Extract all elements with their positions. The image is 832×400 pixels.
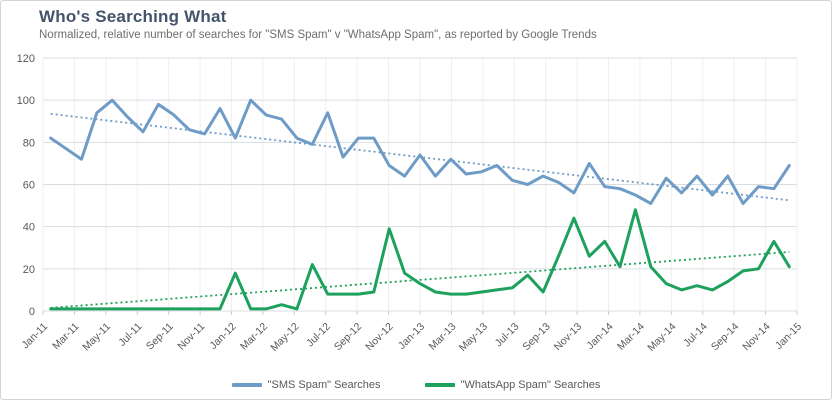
y-axis-label: 40 <box>23 222 35 234</box>
x-axis-label: Mar-11 <box>50 321 82 353</box>
x-axis-label: Jul-11 <box>116 321 144 349</box>
whatsapp-legend-label: "WhatsApp Spam" Searches <box>460 379 601 391</box>
x-axis-label: Sep-11 <box>144 321 176 353</box>
y-axis-label: 80 <box>23 137 35 149</box>
sms-legend-label: "SMS Spam" Searches <box>267 379 381 391</box>
x-axis-label: Nov-11 <box>175 321 207 353</box>
x-axis-label: Jan-11 <box>19 321 50 352</box>
y-axis-label: 20 <box>23 264 35 276</box>
x-axis-label: Sep-12 <box>332 321 365 354</box>
sms-line-swatch <box>231 383 262 387</box>
x-axis-label: May-14 <box>645 321 678 354</box>
legend-item-whatsapp: "WhatsApp Spam" Searches <box>424 379 601 391</box>
x-axis-label: Mar-14 <box>615 321 647 353</box>
x-axis-label: May-12 <box>268 321 301 354</box>
x-axis-label: May-13 <box>457 321 490 354</box>
x-axis-label: Sep-13 <box>520 321 553 354</box>
x-axis-label: Jan-13 <box>396 321 427 352</box>
x-axis-label: Jan-14 <box>584 321 615 352</box>
x-axis-label: Jan-15 <box>773 321 804 352</box>
x-axis-label: Jul-12 <box>304 321 333 350</box>
whatsapp-trendline <box>50 251 790 309</box>
x-axis-label: Nov-12 <box>363 321 396 354</box>
y-axis-label: 100 <box>17 95 35 107</box>
x-axis-label: Mar-12 <box>238 321 270 353</box>
whatsapp-series-line <box>49 208 791 311</box>
legend-item-sms: "SMS Spam" Searches <box>231 379 381 391</box>
x-axis-label: Mar-13 <box>427 321 459 353</box>
x-axis-label: Nov-13 <box>552 321 585 354</box>
x-axis-label: May-11 <box>80 321 113 354</box>
x-axis-label: Nov-14 <box>740 321 773 354</box>
chart-title: Who's Searching What <box>39 7 227 26</box>
y-axis-label: 60 <box>23 180 35 192</box>
whatsapp-line-swatch <box>424 383 455 387</box>
x-axis-label: Jul-13 <box>493 321 522 350</box>
x-axis-label: Jan-12 <box>207 321 238 352</box>
y-axis-label: 120 <box>17 53 35 65</box>
chart-subtitle: Normalized, relative number of searches … <box>39 29 597 41</box>
sms-series-line <box>49 98 791 205</box>
x-axis-label: Jul-14 <box>681 321 710 350</box>
chart-legend: "SMS Spam" Searches "WhatsApp Spam" Sear… <box>1 379 831 391</box>
y-axis-label: 0 <box>29 306 35 318</box>
x-axis-label: Sep-14 <box>709 321 742 354</box>
